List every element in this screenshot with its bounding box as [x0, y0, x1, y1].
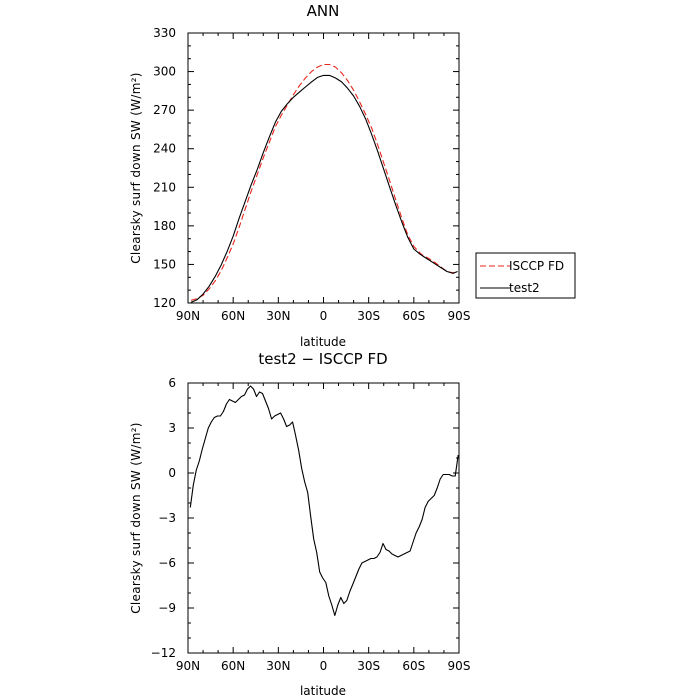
x-tick-label: 60N	[221, 659, 245, 673]
x-axis-label: latitude	[300, 684, 346, 698]
x-tick-label: 0	[320, 659, 328, 673]
x-tick-label: 90N	[176, 659, 200, 673]
y-tick-label: 180	[153, 219, 176, 233]
legend-label: ISCCP FD	[509, 259, 564, 273]
legend-label: test2	[509, 281, 540, 295]
y-tick-label: 240	[153, 142, 176, 156]
y-tick-label: 6	[168, 376, 176, 390]
plot-frame	[187, 32, 460, 304]
series-line-test2	[190, 74, 458, 303]
plot-frame	[187, 382, 460, 654]
x-tick-label: 60N	[221, 309, 245, 323]
y-axis-label: Clearsky surf down SW (W/m²)	[129, 72, 143, 264]
chart-title: ANN	[307, 2, 340, 20]
x-tick-label: 30S	[357, 309, 380, 323]
series-line-isccp-fd	[190, 63, 458, 301]
y-tick-label: 300	[153, 65, 176, 79]
y-tick-label: 0	[168, 466, 176, 480]
chart-difference: test2 − ISCCP FD Clearsky surf down SW (…	[129, 350, 470, 698]
x-tick-label: 60S	[402, 659, 425, 673]
y-tick-label: −3	[158, 511, 176, 525]
chart-title: test2 − ISCCP FD	[258, 350, 387, 368]
y-tick-label: 120	[153, 296, 176, 310]
x-tick-label: 90S	[448, 659, 471, 673]
y-tick-label: 210	[153, 180, 176, 194]
y-tick-label: 330	[153, 26, 176, 40]
x-axis-label: latitude	[300, 335, 346, 349]
series-line	[189, 385, 459, 617]
x-tick-label: 0	[320, 309, 328, 323]
legend-box	[475, 252, 576, 299]
x-tick-label: 60S	[402, 309, 425, 323]
y-axis-label: Clearsky surf down SW (W/m²)	[129, 422, 143, 614]
y-tick-label: 3	[168, 421, 176, 435]
x-tick-label: 30N	[266, 309, 290, 323]
y-tick-label: −9	[158, 601, 176, 615]
y-tick-label: −6	[158, 556, 176, 570]
chart-annual-mean: ANN Clearsky surf down SW (W/m²) latitud…	[129, 2, 576, 349]
x-tick-label: 30S	[357, 659, 380, 673]
x-tick-label: 90N	[176, 309, 200, 323]
x-tick-label: 30N	[266, 659, 290, 673]
x-tick-label: 90S	[448, 309, 471, 323]
y-tick-label: 270	[153, 103, 176, 117]
y-tick-label: −12	[151, 646, 176, 660]
y-tick-label: 150	[153, 257, 176, 271]
